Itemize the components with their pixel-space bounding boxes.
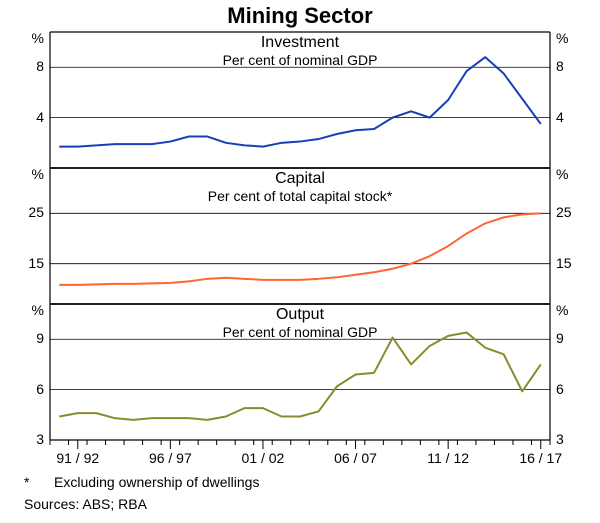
y-tick-label-left: 4 — [36, 109, 44, 125]
y-tick-label-right: 4 — [556, 109, 564, 125]
y-tick-label-right: 3 — [556, 431, 564, 447]
y-tick-label-left: 15 — [28, 255, 44, 271]
panel-subtitle-investment: Per cent of nominal GDP — [0, 52, 600, 68]
footnote-text: Excluding ownership of dwellings — [54, 474, 259, 490]
x-tick-label: 91 / 92 — [50, 450, 106, 466]
y-tick-label-left: 3 — [36, 431, 44, 447]
x-tick-label: 16 / 17 — [513, 450, 569, 466]
y-tick-label-left: 6 — [36, 381, 44, 397]
mining-sector-chart: Mining Sector 4488%%InvestmentPer cent o… — [0, 0, 600, 523]
x-tick-label: 96 / 97 — [142, 450, 198, 466]
panel-subtitle-output: Per cent of nominal GDP — [0, 324, 600, 340]
x-tick-label: 06 / 07 — [328, 450, 384, 466]
y-tick-label-right: 25 — [556, 204, 572, 220]
panel-title-output: Output — [0, 306, 600, 324]
sources-text: Sources: ABS; RBA — [24, 496, 147, 512]
x-tick-label: 01 / 02 — [235, 450, 291, 466]
y-tick-label-left: 25 — [28, 204, 44, 220]
footnote-marker: * — [24, 474, 29, 490]
panel-title-investment: Investment — [0, 34, 600, 52]
x-tick-label: 11 / 12 — [420, 450, 476, 466]
y-tick-label-right: 15 — [556, 255, 572, 271]
panel-title-capital: Capital — [0, 170, 600, 188]
y-tick-label-right: 6 — [556, 381, 564, 397]
panel-subtitle-capital: Per cent of total capital stock* — [0, 188, 600, 204]
chart-svg — [0, 0, 600, 523]
